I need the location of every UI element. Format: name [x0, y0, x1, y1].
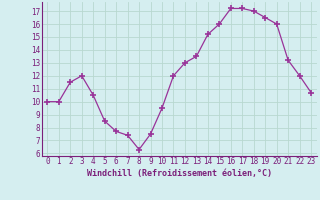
X-axis label: Windchill (Refroidissement éolien,°C): Windchill (Refroidissement éolien,°C) — [87, 169, 272, 178]
